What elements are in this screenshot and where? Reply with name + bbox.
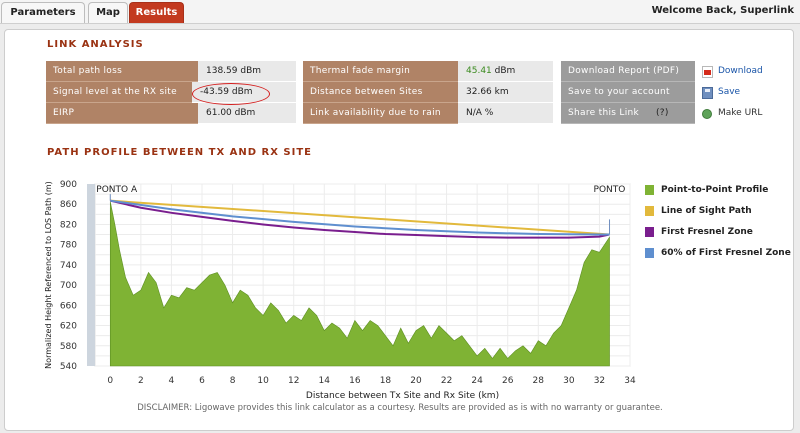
x-tick-label: 32 [594,376,605,386]
table-row: Thermal fade margin 45.41 dBm [303,61,553,82]
total-path-loss-value: 138.59 dBm [198,61,296,82]
legend-swatch-fresnel [645,227,654,237]
table-row: EIRP 61.00 dBm [46,103,296,124]
x-tick-label: 30 [563,376,575,386]
y-tick-label: 900 [60,180,77,190]
link-availability-value: N/A % [458,103,553,124]
y-tick-label: 780 [60,241,77,251]
series-line-2 [110,199,610,239]
link-actions: Download Report (PDF) Download Save to y… [561,61,786,125]
y-tick-label: 860 [60,200,77,210]
table-row: Download Report (PDF) Download [561,61,786,82]
disclaimer-text: DISCLAIMER: Ligowave provides this link … [137,403,663,413]
site-label: PONTO A [96,185,138,195]
globe-icon[interactable] [702,109,712,119]
signal-level-label: Signal level at the RX site [46,82,192,103]
series-line-1 [110,199,610,236]
download-cell: Download [695,61,786,82]
welcome-message: Welcome Back, Superlink [651,5,794,16]
y-tick-label: 700 [60,281,77,291]
share-link-label: Share this Link (?) [561,103,695,124]
download-link[interactable]: Download [718,66,763,76]
x-tick-label: 34 [624,376,636,386]
pdf-icon[interactable] [702,66,713,78]
signal-level-highlight [192,83,270,105]
link-availability-label: Link availability due to rain [303,103,458,124]
table-row: Distance between Sites 32.66 km [303,82,553,103]
distance-label: Distance between Sites [303,82,458,103]
make-url-link[interactable]: Make URL [718,108,763,118]
plot-edge-strip [87,184,95,366]
series-area-profile [109,201,610,367]
help-icon[interactable]: (?) [656,108,669,118]
y-tick-label: 740 [60,261,77,271]
table-row: Share this Link (?) Make URL [561,103,786,124]
y-tick-label: 620 [60,322,77,332]
table-row: Link availability due to rain N/A % [303,103,553,124]
share-link-text: Share this Link [568,108,640,118]
link-analysis-title: LINK ANALYSIS [47,39,144,50]
x-tick-label: 4 [169,376,175,386]
x-tick-label: 22 [441,376,452,386]
x-tick-label: 16 [349,376,361,386]
download-report-label: Download Report (PDF) [561,61,695,82]
tab-results[interactable]: Results [129,2,184,23]
thermal-fade-margin-label: Thermal fade margin [303,61,458,82]
link-analysis-col2: Thermal fade margin 45.41 dBm Distance b… [303,61,553,125]
top-bar: Parameters Map Results Welcome Back, Sup… [0,0,800,24]
save-link[interactable]: Save [718,87,741,97]
legend-label-fresnel: First Fresnel Zone [661,227,753,237]
x-tick-label: 28 [533,376,545,386]
legend-swatch-los [645,206,654,216]
x-tick-label: 8 [230,376,236,386]
tab-map[interactable]: Map [88,2,128,23]
eirp-value: 61.00 dBm [198,103,296,124]
thermal-fade-margin-unit: dBm [494,66,516,76]
save-account-label: Save to your account [561,82,695,103]
x-tick-label: 12 [288,376,299,386]
make-url-cell: Make URL [695,103,786,124]
table-row: Total path loss 138.59 dBm [46,61,296,82]
path-profile-title: PATH PROFILE BETWEEN TX AND RX SITE [47,147,312,158]
legend-swatch-fresnel60 [645,248,654,258]
eirp-label: EIRP [46,103,198,124]
x-tick-label: 26 [502,376,514,386]
x-axis-title: Distance between Tx Site and Rx Site (km… [306,391,499,401]
x-tick-label: 0 [107,376,113,386]
legend-label-profile: Point-to-Point Profile [661,185,769,195]
y-tick-label: 580 [60,342,77,352]
series-line-3 [110,199,610,236]
x-tick-label: 10 [257,376,269,386]
legend-label-los: Line of Sight Path [661,206,752,216]
total-path-loss-label: Total path loss [46,61,198,82]
x-tick-label: 24 [471,376,483,386]
table-row: Save to your account Save [561,82,786,103]
x-tick-label: 6 [199,376,205,386]
site-label: PONTO [594,185,626,195]
y-tick-label: 660 [60,301,77,311]
x-tick-label: 20 [410,376,422,386]
y-axis-title: Normalized Height Referenced to LOS Path… [44,181,53,369]
y-tick-label: 820 [60,220,77,230]
x-tick-label: 2 [138,376,144,386]
distance-value: 32.66 km [458,82,553,103]
tab-parameters[interactable]: Parameters [1,2,85,23]
y-tick-label: 540 [60,362,77,372]
thermal-fade-margin-number: 45.41 [466,66,492,76]
legend-label-fresnel60: 60% of First Fresnel Zone [661,248,791,258]
x-tick-label: 18 [380,376,392,386]
thermal-fade-margin-value: 45.41 dBm [458,61,553,82]
save-cell: Save [695,82,786,103]
x-tick-label: 14 [319,376,331,386]
legend-swatch-profile [645,185,654,195]
save-icon[interactable] [702,87,713,99]
